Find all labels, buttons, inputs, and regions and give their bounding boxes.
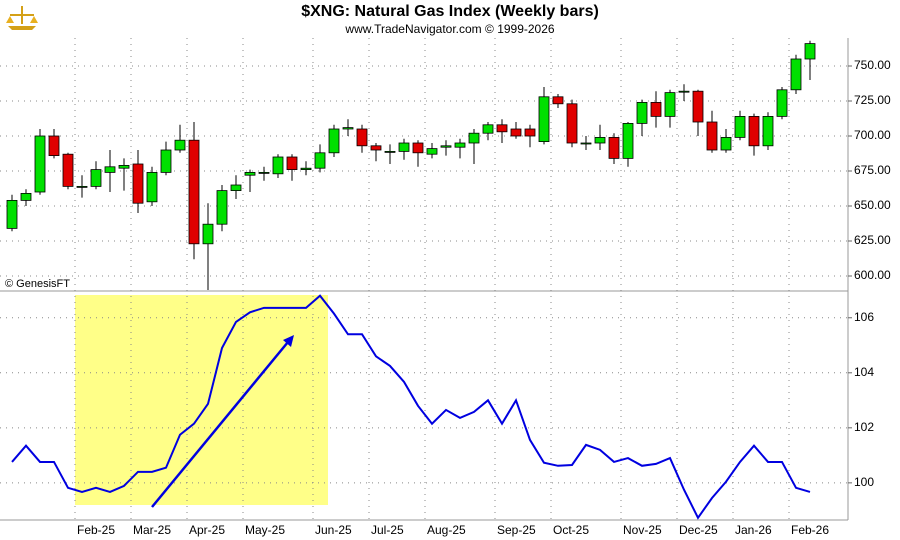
candle-body — [370, 145, 382, 151]
candle-body — [314, 152, 326, 169]
x-tick-label: Mar-25 — [133, 523, 171, 537]
y-tick-label: 750.00 — [854, 58, 891, 72]
candle-body — [174, 139, 186, 151]
candle-body — [538, 96, 550, 143]
x-tick-label: Oct-25 — [553, 523, 589, 537]
y-tick-label: 600.00 — [854, 268, 891, 282]
candle-body — [90, 169, 102, 187]
x-tick-label: Dec-25 — [679, 523, 718, 537]
highlight-box — [75, 295, 328, 505]
candle-body — [216, 190, 228, 225]
candle-body — [412, 142, 424, 154]
candle-body — [734, 116, 746, 138]
candle-body — [146, 171, 158, 203]
x-tick-label: Jan-26 — [735, 523, 772, 537]
candle-body — [62, 153, 74, 187]
candle-body — [188, 139, 200, 245]
candle-body — [524, 128, 536, 137]
candle-body — [678, 90, 690, 93]
candle-body — [34, 135, 46, 193]
x-tick-label: Sep-25 — [497, 523, 536, 537]
candle-body — [20, 192, 32, 201]
candle-body — [468, 132, 480, 144]
annotation: © GenesisFT — [5, 278, 70, 290]
candle-body — [636, 102, 648, 124]
y-tick-label: 700.00 — [854, 128, 891, 142]
candle-body — [76, 185, 88, 188]
candle-body — [300, 167, 312, 170]
candle-body — [258, 171, 270, 174]
candle-body — [398, 142, 410, 152]
candle-body — [6, 199, 18, 229]
candle-body — [720, 136, 732, 151]
candle-body — [272, 156, 284, 175]
candle-body — [790, 58, 802, 91]
x-tick-label: Apr-25 — [189, 523, 225, 537]
candle-body — [440, 145, 452, 148]
candle-body — [426, 148, 438, 155]
x-tick-label: Aug-25 — [427, 523, 466, 537]
candle-body — [286, 156, 298, 170]
candle-body — [762, 116, 774, 147]
candle-body — [496, 124, 508, 133]
candle-body — [552, 96, 564, 105]
y-tick-label: 650.00 — [854, 198, 891, 212]
candle-body — [328, 128, 340, 154]
candle-body — [132, 163, 144, 204]
candle-body — [664, 92, 676, 117]
candle-body — [342, 127, 354, 130]
candle-body — [580, 142, 592, 145]
candle-body — [454, 142, 466, 148]
candle-body — [510, 128, 522, 137]
candle-body — [650, 102, 662, 117]
candle-body — [692, 90, 704, 123]
line-series — [11, 294, 811, 520]
candle-body — [244, 171, 256, 176]
x-tick-label: Feb-25 — [77, 523, 115, 537]
candle-body — [384, 150, 396, 153]
x-tick-label: Feb-26 — [791, 523, 829, 537]
y-tick-label: 625.00 — [854, 233, 891, 247]
candle-body — [482, 124, 494, 134]
candle-body — [356, 128, 368, 147]
candle-body — [804, 43, 816, 60]
candle-body — [748, 116, 760, 147]
chart-subtitle: www.TradeNavigator.com © 1999-2026 — [344, 22, 554, 36]
y-tick-label: 100 — [854, 475, 874, 489]
candle-body — [776, 89, 788, 117]
candle-body — [594, 136, 606, 144]
marks: Feb-25 Mar-25 Apr-25 May-25 Jun-25 Jul-25 Aug-… — [0, 38, 891, 537]
candle-body — [202, 223, 214, 245]
candle-body — [48, 135, 60, 157]
y-tick-label: 104 — [854, 365, 874, 379]
y-tick-label: 725.00 — [854, 93, 891, 107]
candle-body — [566, 103, 578, 144]
y-tick-label: 106 — [854, 310, 874, 324]
candle-body — [104, 166, 116, 173]
x-tick-label: May-25 — [245, 523, 285, 537]
x-tick-label: Jul-25 — [371, 523, 404, 537]
x-tick-label: Nov-25 — [623, 523, 662, 537]
trend-arrow — [151, 335, 294, 508]
candle-body — [230, 184, 242, 191]
y-tick-label: 675.00 — [854, 163, 891, 177]
candle-body — [118, 164, 130, 169]
candle-body — [706, 121, 718, 151]
candle-body — [160, 149, 172, 173]
x-tick-label: Jun-25 — [315, 523, 352, 537]
y-tick-label: 102 — [854, 420, 874, 434]
logo — [6, 6, 38, 30]
candle-body — [608, 136, 620, 159]
candle-body — [622, 123, 634, 159]
chart-title: $XNG: Natural Gas Index (Weekly bars) — [301, 3, 599, 20]
